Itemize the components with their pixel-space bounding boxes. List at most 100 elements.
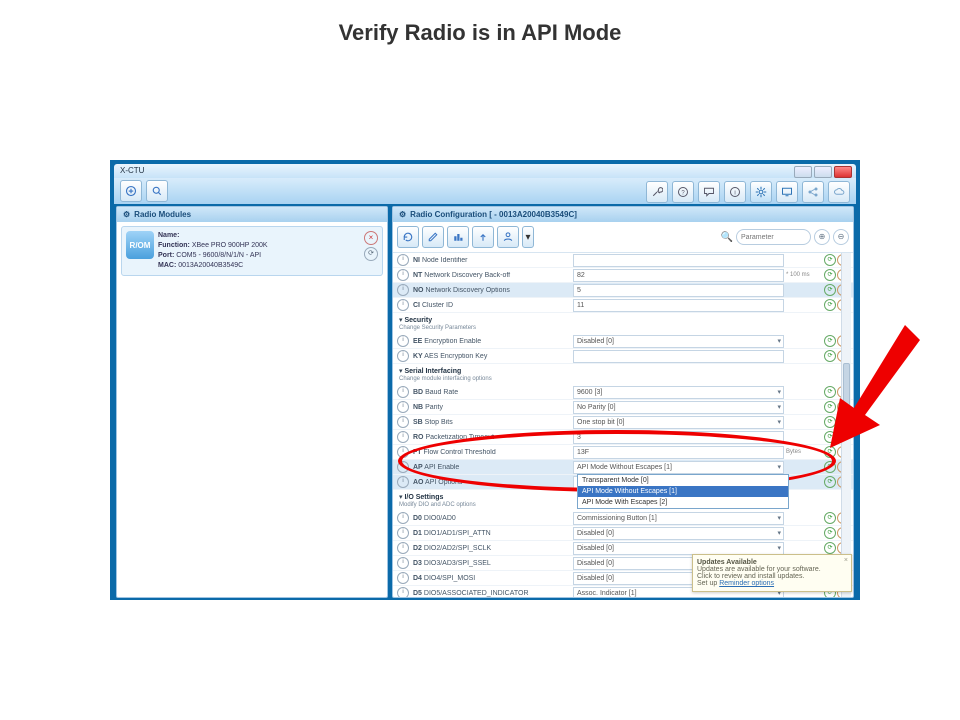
info-icon[interactable]: i <box>397 269 409 281</box>
param-value-input[interactable]: Commissioning Button [1] <box>573 512 784 525</box>
info-icon[interactable]: i <box>397 587 409 597</box>
window-title: X-CTU <box>120 166 144 175</box>
default-button[interactable] <box>447 226 469 248</box>
right-panel-title: Radio Configuration [ - 0013A20040B3549C… <box>410 210 577 219</box>
api-enable-dropdown[interactable]: Transparent Mode [0]API Mode Without Esc… <box>577 474 789 509</box>
refresh-param-button[interactable]: ⟳ <box>824 512 836 524</box>
param-label: EE Encryption Enable <box>413 338 573 345</box>
info-icon[interactable]: i <box>397 572 409 584</box>
param-row-CI: iCI Cluster ID11⟳✎ <box>393 298 853 313</box>
refresh-param-button[interactable]: ⟳ <box>824 527 836 539</box>
search-icon: 🔍 <box>721 232 733 243</box>
window-minimize-button[interactable] <box>794 166 812 178</box>
param-unit: Bytes <box>786 449 824 455</box>
config-toolbar: ▾ 🔍 ⊕ ⊖ <box>393 222 853 253</box>
module-discover-button[interactable]: ⟳ <box>364 247 378 261</box>
expand-all-button[interactable]: ⊕ <box>814 229 830 245</box>
collapse-all-button[interactable]: ⊖ <box>833 229 849 245</box>
reminder-options-link[interactable]: Reminder options <box>719 580 774 587</box>
module-card[interactable]: R/OM Name: Function: XBee PRO 900HP 200K… <box>121 226 383 276</box>
info-icon[interactable]: i <box>397 350 409 362</box>
profile-menu-button[interactable]: ▾ <box>522 226 534 248</box>
refresh-param-button[interactable]: ⟳ <box>824 269 836 281</box>
info-icon[interactable]: i <box>397 254 409 266</box>
param-value-input[interactable]: 82 <box>573 269 784 282</box>
info-icon[interactable]: i <box>397 446 409 458</box>
param-label: AP API Enable <box>413 464 573 471</box>
param-value-input[interactable]: 3 <box>573 431 784 444</box>
param-value-input[interactable] <box>573 254 784 267</box>
add-module-button[interactable] <box>120 180 142 202</box>
param-value-input[interactable]: Disabled [0] <box>573 335 784 348</box>
info-icon[interactable]: i <box>397 476 409 488</box>
info-icon[interactable]: i <box>397 557 409 569</box>
tools-button[interactable] <box>646 181 668 203</box>
refresh-param-button[interactable]: ⟳ <box>824 542 836 554</box>
window-maximize-button[interactable] <box>814 166 832 178</box>
info-button[interactable]: i <box>724 181 746 203</box>
svg-text:?: ? <box>681 190 685 196</box>
module-remove-button[interactable]: × <box>364 231 378 245</box>
profile-button[interactable] <box>497 226 519 248</box>
info-icon[interactable]: i <box>397 512 409 524</box>
window-titlebar: X-CTU <box>114 164 856 178</box>
param-value-input[interactable]: No Parity [0] <box>573 401 784 414</box>
refresh-param-button[interactable]: ⟳ <box>824 431 836 443</box>
info-icon[interactable]: i <box>397 386 409 398</box>
info-icon[interactable]: i <box>397 461 409 473</box>
refresh-param-button[interactable]: ⟳ <box>824 476 836 488</box>
param-value-input[interactable]: 5 <box>573 284 784 297</box>
refresh-param-button[interactable]: ⟳ <box>824 416 836 428</box>
refresh-param-button[interactable]: ⟳ <box>824 446 836 458</box>
param-label: D3 DIO3/AD3/SPI_SSEL <box>413 560 573 567</box>
param-value-input[interactable]: API Mode Without Escapes [1] <box>573 461 784 474</box>
param-value-input[interactable]: 13F <box>573 446 784 459</box>
param-label: D5 DIO5/ASSOCIATED_INDICATOR <box>413 590 573 597</box>
info-icon[interactable]: i <box>397 284 409 296</box>
info-icon[interactable]: i <box>397 401 409 413</box>
update-firmware-button[interactable] <box>472 226 494 248</box>
dropdown-option[interactable]: Transparent Mode [0] <box>578 475 788 486</box>
help-button[interactable]: ? <box>672 181 694 203</box>
popup-close-button[interactable]: × <box>844 557 848 564</box>
module-function-label: Function: <box>158 242 190 249</box>
refresh-param-button[interactable]: ⟳ <box>824 386 836 398</box>
param-value-input[interactable]: One stop bit [0] <box>573 416 784 429</box>
refresh-param-button[interactable]: ⟳ <box>824 284 836 296</box>
dropdown-option[interactable]: API Mode Without Escapes [1] <box>578 486 788 497</box>
info-icon[interactable]: i <box>397 542 409 554</box>
read-button[interactable] <box>397 226 419 248</box>
console-button[interactable] <box>776 181 798 203</box>
refresh-param-button[interactable]: ⟳ <box>824 461 836 473</box>
parameter-search-input[interactable] <box>736 229 811 245</box>
settings-button[interactable] <box>750 181 772 203</box>
refresh-param-button[interactable]: ⟳ <box>824 350 836 362</box>
info-icon[interactable]: i <box>397 416 409 428</box>
scrollbar[interactable] <box>841 253 851 597</box>
refresh-param-button[interactable]: ⟳ <box>824 401 836 413</box>
info-icon[interactable]: i <box>397 299 409 311</box>
refresh-param-button[interactable]: ⟳ <box>824 335 836 347</box>
scrollbar-thumb[interactable] <box>843 363 850 425</box>
feedback-button[interactable] <box>698 181 720 203</box>
network-button[interactable] <box>802 181 824 203</box>
param-value-input[interactable] <box>573 350 784 363</box>
write-button[interactable] <box>422 226 444 248</box>
refresh-param-button[interactable]: ⟳ <box>824 254 836 266</box>
param-value-input[interactable]: 11 <box>573 299 784 312</box>
main-toolbar: ? i <box>114 178 856 204</box>
window-close-button[interactable] <box>834 166 852 178</box>
param-row-AP: i AP API EnableAPI Mode Without Escapes [… <box>393 460 853 475</box>
param-value-input[interactable]: Disabled [0] <box>573 542 784 555</box>
param-label: D1 DIO1/AD1/SPI_ATTN <box>413 530 573 537</box>
discover-module-button[interactable] <box>146 180 168 202</box>
param-label: CI Cluster ID <box>413 302 573 309</box>
param-value-input[interactable]: 9600 [3] <box>573 386 784 399</box>
info-icon[interactable]: i <box>397 335 409 347</box>
dropdown-option[interactable]: API Mode With Escapes [2] <box>578 497 788 508</box>
info-icon[interactable]: i <box>397 527 409 539</box>
param-value-input[interactable]: Disabled [0] <box>573 527 784 540</box>
cloud-button[interactable] <box>828 181 850 203</box>
info-icon[interactable]: i <box>397 431 409 443</box>
refresh-param-button[interactable]: ⟳ <box>824 299 836 311</box>
